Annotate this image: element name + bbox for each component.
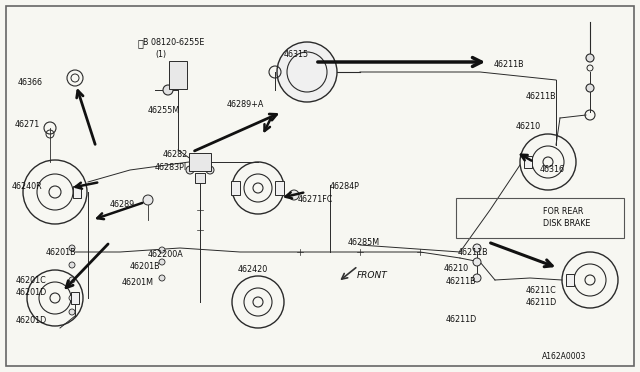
Text: 46240R: 46240R [12,182,43,191]
Text: Ⓑ: Ⓑ [137,38,143,48]
Circle shape [586,54,594,62]
Circle shape [69,309,75,315]
Text: 46211D: 46211D [446,315,477,324]
Text: 46285M: 46285M [348,238,380,247]
Text: 46289+A: 46289+A [227,100,264,109]
Text: 46284P: 46284P [330,182,360,191]
Circle shape [277,42,337,102]
Text: 462200A: 462200A [148,250,184,259]
Text: 46271: 46271 [15,120,40,129]
Circle shape [69,262,75,268]
Text: 46210: 46210 [516,122,541,131]
FancyBboxPatch shape [189,153,211,171]
Text: 46316: 46316 [540,165,565,174]
Text: 46366: 46366 [18,78,43,87]
Text: 46283PI: 46283PI [155,163,187,172]
Circle shape [163,85,173,95]
FancyBboxPatch shape [195,173,205,183]
Text: 46201B: 46201B [46,248,77,257]
Text: 46201D: 46201D [16,288,47,297]
Text: FRONT: FRONT [357,271,388,280]
Text: 46201C: 46201C [16,276,47,285]
Text: 46201D: 46201D [16,316,47,325]
Circle shape [159,259,165,265]
Circle shape [69,245,75,251]
Text: 46201B: 46201B [130,262,161,271]
Circle shape [159,247,165,253]
Circle shape [586,84,594,92]
Text: 46271FC: 46271FC [298,195,333,204]
FancyBboxPatch shape [71,292,79,304]
Circle shape [473,274,481,282]
Text: 462420: 462420 [238,265,268,274]
Text: 46255M: 46255M [148,106,180,115]
Circle shape [289,190,299,200]
Text: 46211D: 46211D [526,298,557,307]
FancyBboxPatch shape [275,181,285,195]
Circle shape [473,244,481,252]
FancyBboxPatch shape [524,156,532,168]
Circle shape [206,166,214,174]
Text: 46210: 46210 [444,264,469,273]
Circle shape [69,277,75,283]
Text: 46282: 46282 [163,150,188,159]
Text: (1): (1) [155,50,166,59]
FancyBboxPatch shape [73,186,81,198]
Text: 46289: 46289 [110,200,135,209]
Circle shape [69,295,75,301]
FancyBboxPatch shape [566,274,574,286]
Text: B 08120-6255E: B 08120-6255E [143,38,204,47]
Circle shape [473,258,481,266]
Text: 46211B: 46211B [446,277,477,286]
FancyBboxPatch shape [230,181,239,195]
Text: 46315: 46315 [284,50,309,59]
Text: 46211B: 46211B [494,60,525,69]
Text: DISK BRAKE: DISK BRAKE [543,219,590,228]
Circle shape [186,166,194,174]
Text: A162A0003: A162A0003 [542,352,586,361]
Circle shape [143,195,153,205]
FancyBboxPatch shape [169,61,187,89]
Text: 46201M: 46201M [122,278,154,287]
Text: FOR REAR: FOR REAR [543,207,584,216]
Circle shape [159,275,165,281]
Text: 46211B: 46211B [458,248,488,257]
Text: 46211B: 46211B [526,92,557,101]
Text: 46211C: 46211C [526,286,557,295]
